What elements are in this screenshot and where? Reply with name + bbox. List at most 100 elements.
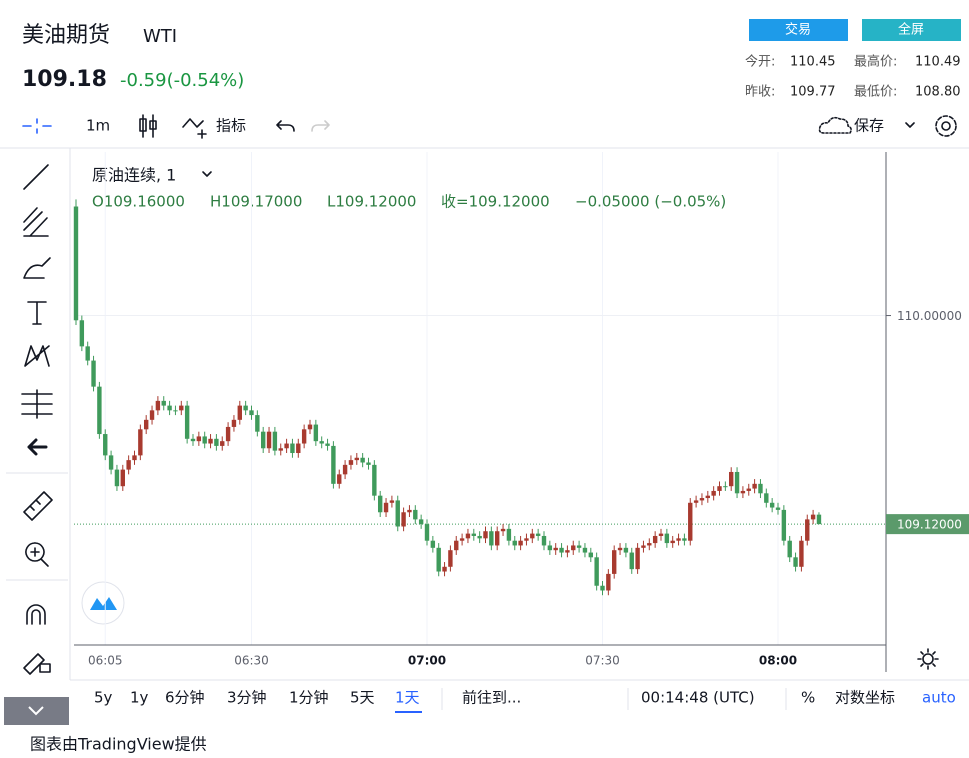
tv-logo[interactable] — [81, 581, 125, 625]
candle-body — [79, 320, 85, 347]
candle-body — [383, 502, 389, 513]
stat-value: 109.77 — [790, 85, 836, 100]
indicator-icon[interactable] — [182, 118, 207, 139]
candle-body — [167, 405, 172, 411]
candle-body — [313, 424, 319, 442]
x-tick-label: 08:00 — [759, 654, 797, 668]
line-tool[interactable] — [23, 164, 49, 190]
candle-body — [559, 547, 564, 553]
tv-logo-mark[interactable] — [90, 597, 117, 610]
range-button[interactable]: 1天 — [395, 689, 420, 707]
range-button[interactable]: 5y — [94, 689, 113, 707]
candle-body — [114, 469, 120, 487]
candle-body — [85, 346, 90, 361]
pattern-tool[interactable] — [24, 345, 50, 367]
measure-tool[interactable] — [21, 389, 53, 419]
stat-value: 110.49 — [915, 55, 961, 70]
candle-body — [524, 538, 529, 541]
ruler-tool[interactable] — [23, 491, 53, 521]
candle-body — [729, 471, 734, 487]
settings-icon[interactable] — [935, 115, 957, 137]
button-bg[interactable] — [749, 19, 848, 41]
chart-type-icon[interactable] — [139, 114, 157, 138]
title: 美油期货 — [22, 23, 110, 48]
x-tick-label: 07:30 — [585, 654, 620, 668]
candle-body — [266, 431, 272, 449]
cloud-icon[interactable] — [818, 116, 852, 134]
candle-body — [407, 509, 412, 513]
candle-body — [149, 410, 155, 420]
candle-body — [132, 455, 137, 461]
candle-body — [775, 507, 781, 510]
candle-body — [120, 469, 125, 487]
symbol: WTI — [143, 26, 177, 47]
log-toggle[interactable]: 对数坐标 — [835, 689, 895, 707]
candle-body — [249, 410, 254, 416]
price: 109.18 — [22, 67, 107, 92]
candle-body — [143, 419, 149, 430]
fullscreen-button[interactable]: 全屏 — [862, 19, 961, 41]
range-button[interactable]: 1分钟 — [289, 689, 329, 707]
range-button[interactable]: 1y — [130, 689, 149, 707]
candle-body — [231, 419, 237, 427]
brush-tool[interactable] — [23, 257, 51, 279]
candle-body — [723, 486, 728, 488]
candle-body — [793, 557, 798, 567]
interval[interactable]: 1m — [86, 117, 110, 135]
zoom-tool[interactable] — [25, 542, 49, 567]
axis-settings[interactable] — [917, 648, 939, 670]
candle-body — [500, 528, 506, 532]
fib-tool[interactable] — [23, 207, 49, 237]
redo-icon[interactable] — [311, 120, 330, 132]
text-tool[interactable] — [27, 301, 47, 325]
candle-body — [805, 519, 810, 541]
candle-body — [138, 429, 143, 456]
candle-body — [588, 552, 594, 558]
candle-body — [103, 434, 108, 456]
range-button[interactable]: 3分钟 — [227, 689, 267, 707]
candle-body — [272, 431, 278, 451]
candle-body — [196, 436, 202, 442]
candle-body — [471, 533, 476, 536]
percent-toggle[interactable]: % — [801, 689, 815, 707]
collapse-button[interactable] — [4, 697, 69, 725]
candle-body — [377, 495, 383, 513]
crosshair-tool[interactable] — [22, 118, 52, 134]
candle-body — [243, 405, 248, 411]
button-bg[interactable] — [862, 19, 961, 41]
button-label[interactable]: 全屏 — [898, 22, 924, 38]
undo-icon[interactable] — [276, 120, 295, 132]
save-menu-icon[interactable] — [905, 122, 915, 128]
candle-body — [553, 547, 558, 551]
last-price-box — [886, 514, 969, 535]
range-button[interactable]: 5天 — [350, 689, 375, 707]
hide-tools[interactable] — [27, 438, 48, 456]
candle-body — [541, 535, 547, 546]
button-label[interactable]: 交易 — [785, 22, 811, 38]
candle-body — [612, 550, 617, 574]
candle-body — [518, 540, 523, 546]
candle-body — [494, 531, 500, 546]
candle-body — [576, 545, 582, 548]
stat-label: 最低价: — [854, 85, 897, 100]
save[interactable]: 保存 — [854, 117, 884, 135]
trade-button[interactable]: 交易 — [749, 19, 848, 41]
indicators[interactable]: 指标 — [216, 117, 246, 135]
goto[interactable]: 前往到... — [462, 689, 521, 707]
magnet-tool[interactable] — [26, 604, 46, 625]
candle-body — [202, 436, 207, 444]
footer: 图表由TradingView提供 — [30, 735, 207, 754]
lock-tool[interactable] — [23, 653, 51, 675]
candle-body — [477, 535, 482, 539]
collapse-icon[interactable] — [28, 706, 44, 716]
candle-body — [442, 566, 447, 572]
stat-label: 今开: — [745, 54, 775, 70]
auto-toggle[interactable]: auto — [922, 689, 956, 707]
legend-menu[interactable] — [202, 171, 212, 177]
candle-body — [161, 400, 166, 406]
clock: 00:14:48 (UTC) — [641, 689, 755, 707]
candle-body — [699, 498, 705, 501]
range-button[interactable]: 6分钟 — [165, 689, 205, 707]
candle-body — [530, 533, 535, 539]
x-tick-label: 06:30 — [234, 654, 269, 668]
